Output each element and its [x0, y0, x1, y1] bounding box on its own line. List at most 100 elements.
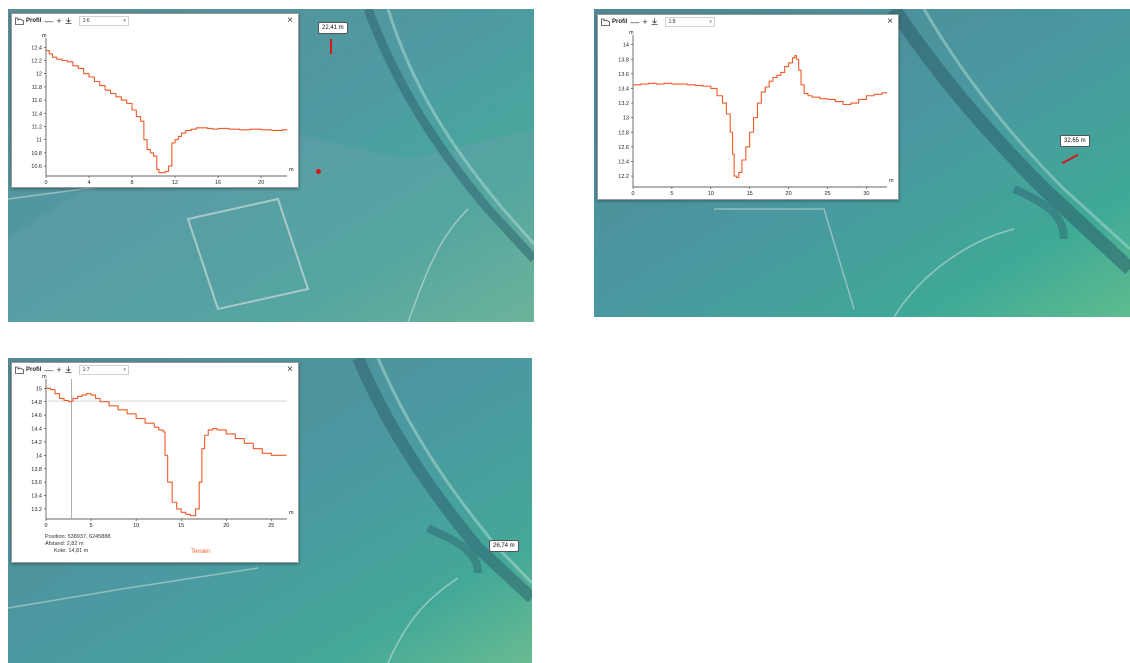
profile-window-icon	[15, 17, 24, 25]
y-tick-label: 13.6	[31, 480, 42, 486]
y-tick-label: 12.6	[618, 145, 629, 151]
window-title: Profil	[26, 366, 42, 373]
close-button[interactable]: ×	[287, 15, 293, 26]
window-titlebar: Profil — + 1:8 ▾ ×	[598, 15, 898, 28]
chevron-down-icon: ▾	[123, 17, 126, 24]
zoom-out-button[interactable]: —	[44, 15, 54, 26]
x-tick-label: 20	[258, 180, 264, 186]
info-elevation: Kote: 14,81 m	[54, 548, 89, 554]
y-tick-label: 13.4	[31, 494, 42, 500]
y-axis-unit-label: m	[42, 33, 47, 39]
y-tick-label: 14.4	[31, 427, 42, 433]
download-icon[interactable]	[651, 18, 658, 25]
y-tick-label: 14.2	[31, 440, 42, 446]
x-axis-unit-label: m	[289, 167, 294, 173]
download-icon[interactable]	[65, 17, 72, 24]
y-tick-label: 13.2	[618, 101, 629, 107]
window-titlebar: Profil — + 1:7 ▾ ×	[12, 363, 298, 376]
y-tick-label: 10.6	[31, 164, 42, 170]
y-tick-label: 13.8	[31, 467, 42, 473]
download-icon[interactable]	[65, 366, 72, 373]
zoom-in-button[interactable]: +	[642, 16, 648, 27]
zoom-in-button[interactable]: +	[56, 364, 62, 375]
x-tick-label: 15	[178, 523, 184, 529]
y-tick-label: 11.6	[32, 98, 42, 104]
y-tick-label: 13.6	[618, 72, 629, 78]
x-tick-label: 5	[670, 191, 673, 197]
x-tick-label: 25	[268, 523, 274, 529]
profile-marker	[330, 39, 332, 54]
profile-window-1: Profil — + 1:6 ▾ × m m 12.4 12.2 12 11.8 11.6 1…	[11, 13, 299, 188]
x-tick-label: 0	[44, 523, 47, 529]
hover-info: Position: 538937, 6245888 Afstand: 2,82 …	[45, 534, 110, 555]
x-axis-unit-label: m	[889, 178, 894, 184]
y-tick-label: 13.8	[618, 57, 629, 63]
profile-window-3: Profil — + 1:7 ▾ × m m 15 14.8 14.6 14.4 14.2 1…	[11, 362, 299, 563]
y-tick-label: 15	[36, 386, 42, 392]
y-tick-label: 12	[36, 72, 42, 78]
x-axis-unit-label: m	[289, 510, 294, 516]
elevation-profile-line	[46, 50, 288, 174]
elevation-profile-line	[633, 55, 888, 179]
close-button[interactable]: ×	[887, 16, 893, 27]
distance-label: 26,74 m	[489, 540, 519, 552]
cursor-dot	[316, 169, 321, 174]
window-titlebar: Profil — + 1:6 ▾ ×	[12, 14, 298, 27]
elevation-profile-line	[46, 387, 287, 517]
x-tick-label: 30	[863, 191, 869, 197]
y-tick-label: 12.4	[31, 45, 42, 51]
y-axis-unit-label: m	[629, 30, 634, 36]
chevron-down-icon: ▾	[709, 18, 712, 25]
window-title: Profil	[26, 17, 42, 24]
y-tick-label: 11.4	[32, 111, 42, 117]
y-tick-label: 11	[36, 138, 42, 144]
x-tick-label: 20	[223, 523, 229, 529]
y-tick-label: 13	[623, 116, 629, 122]
x-tick-label: 0	[631, 191, 634, 197]
scale-select[interactable]: 1:8 ▾	[664, 16, 715, 27]
y-tick-label: 13.4	[618, 86, 629, 92]
map-panel-2: 32,65 m Profil — + 1:8 ▾ × m m 14 13.8 13.6 1…	[594, 9, 1130, 317]
zoom-out-button[interactable]: —	[44, 364, 54, 375]
close-button[interactable]: ×	[287, 364, 293, 375]
info-distance: Afstand: 2,82 m	[45, 541, 84, 547]
x-tick-label: 25	[824, 191, 830, 197]
profile-window-2: Profil — + 1:8 ▾ × m m 14 13.8 13.6 13.4 13.2 1…	[597, 14, 899, 200]
profile-window-icon	[601, 18, 610, 26]
y-axis-unit-label: m	[42, 374, 47, 380]
y-tick-label: 12.8	[618, 130, 629, 136]
x-tick-label: 4	[87, 180, 90, 186]
legend-series-label: Terræn	[191, 549, 211, 555]
y-tick-label: 11.2	[32, 125, 42, 131]
x-tick-label: 12	[172, 180, 178, 186]
x-tick-label: 0	[44, 180, 47, 186]
scale-value: 1:6	[82, 17, 90, 24]
map-panel-1: 22,41 m Profil — + 1:6 ▾ × m m 12.4 12.2 12 1…	[8, 9, 534, 322]
y-tick-label: 14.6	[31, 413, 42, 419]
y-tick-label: 14	[36, 453, 42, 459]
y-tick-label: 12.2	[618, 174, 629, 180]
y-tick-label: 14.8	[31, 400, 42, 406]
x-tick-label: 10	[708, 191, 714, 197]
distance-label: 32,65 m	[1060, 135, 1090, 147]
scale-value: 1:7	[82, 366, 90, 373]
x-tick-label: 5	[90, 523, 93, 529]
x-tick-label: 8	[131, 180, 134, 186]
y-tick-label: 12.2	[31, 59, 42, 65]
y-tick-label: 11.8	[32, 85, 42, 91]
scale-select[interactable]: 1:6 ▾	[78, 15, 129, 26]
y-tick-label: 14	[623, 43, 629, 49]
y-tick-label: 10.8	[31, 151, 42, 157]
zoom-out-button[interactable]: —	[630, 16, 640, 27]
x-tick-label: 16	[215, 180, 221, 186]
zoom-in-button[interactable]: +	[56, 15, 62, 26]
scale-value: 1:8	[668, 18, 676, 25]
x-tick-label: 10	[133, 523, 139, 529]
profile-window-icon	[15, 366, 24, 374]
info-position: Position: 538937, 6245888	[45, 534, 111, 540]
scale-select[interactable]: 1:7 ▾	[78, 364, 129, 375]
map-panel-3: 26,74 m Profil — + 1:7 ▾ × m m 15 14.8 14.6 1…	[8, 358, 532, 663]
profile-chart[interactable]: m m 14 13.8 13.6 13.4 13.2 13 12.8 12.6 12.4 12.2 0 5…	[598, 25, 898, 199]
